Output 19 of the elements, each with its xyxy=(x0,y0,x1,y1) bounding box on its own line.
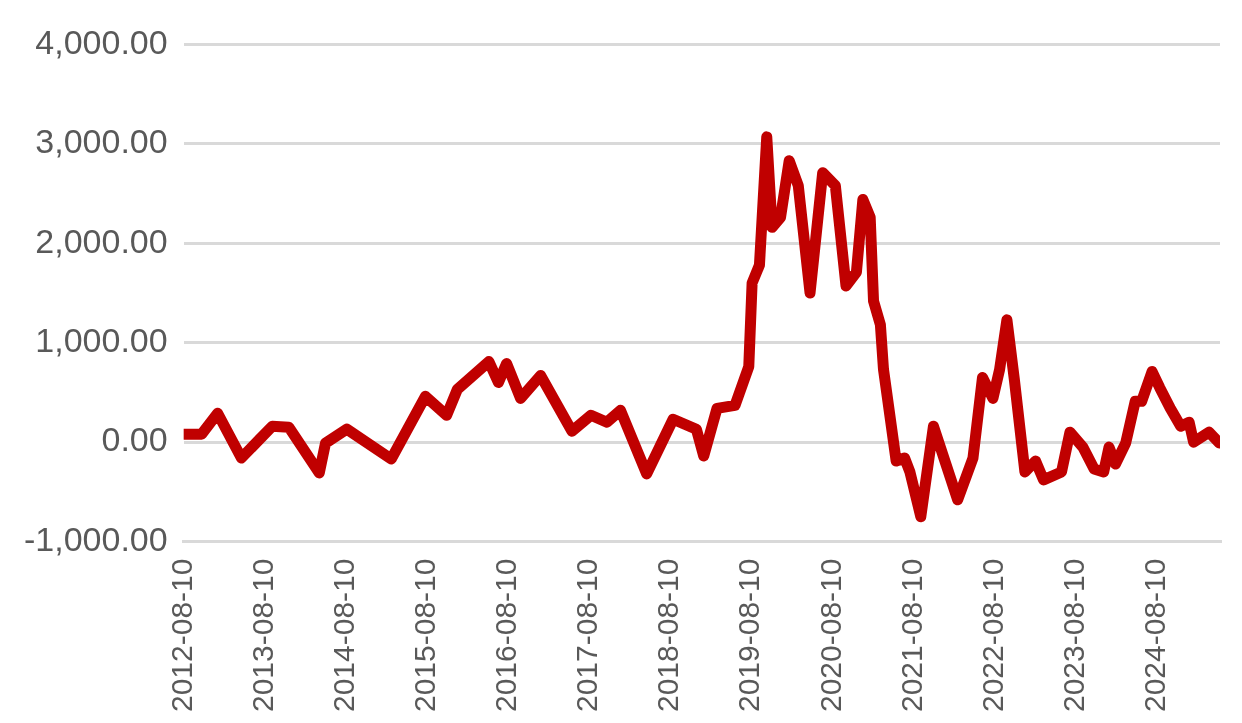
x-tick-label: 2023-08-10 xyxy=(1056,558,1090,713)
x-tick-label: 2022-08-10 xyxy=(975,558,1009,713)
x-tick-label: 2016-08-10 xyxy=(489,558,523,713)
x-tick-label: 2019-08-10 xyxy=(732,558,766,713)
x-tick-label: 2020-08-10 xyxy=(813,558,847,713)
x-tick-label: 2015-08-10 xyxy=(407,558,441,713)
x-tick-label: 2012-08-10 xyxy=(164,558,198,713)
y-tick-label: 4,000.00 xyxy=(35,22,168,61)
x-tick-label: 2013-08-10 xyxy=(245,558,279,713)
x-tick-label: 2017-08-10 xyxy=(570,558,604,713)
y-tick-label: 3,000.00 xyxy=(35,122,168,161)
y-tick-label: 2,000.00 xyxy=(35,221,168,260)
x-tick-label: 2014-08-10 xyxy=(326,558,360,713)
x-tick-label: 2024-08-10 xyxy=(1137,558,1171,713)
x-tick-label: 2021-08-10 xyxy=(894,558,928,713)
y-tick-label: 0.00 xyxy=(101,420,168,459)
y-tick-label: 1,000.00 xyxy=(35,321,168,360)
x-tick-label: 2018-08-10 xyxy=(651,558,685,713)
y-tick-label: -1,000.00 xyxy=(24,519,168,558)
